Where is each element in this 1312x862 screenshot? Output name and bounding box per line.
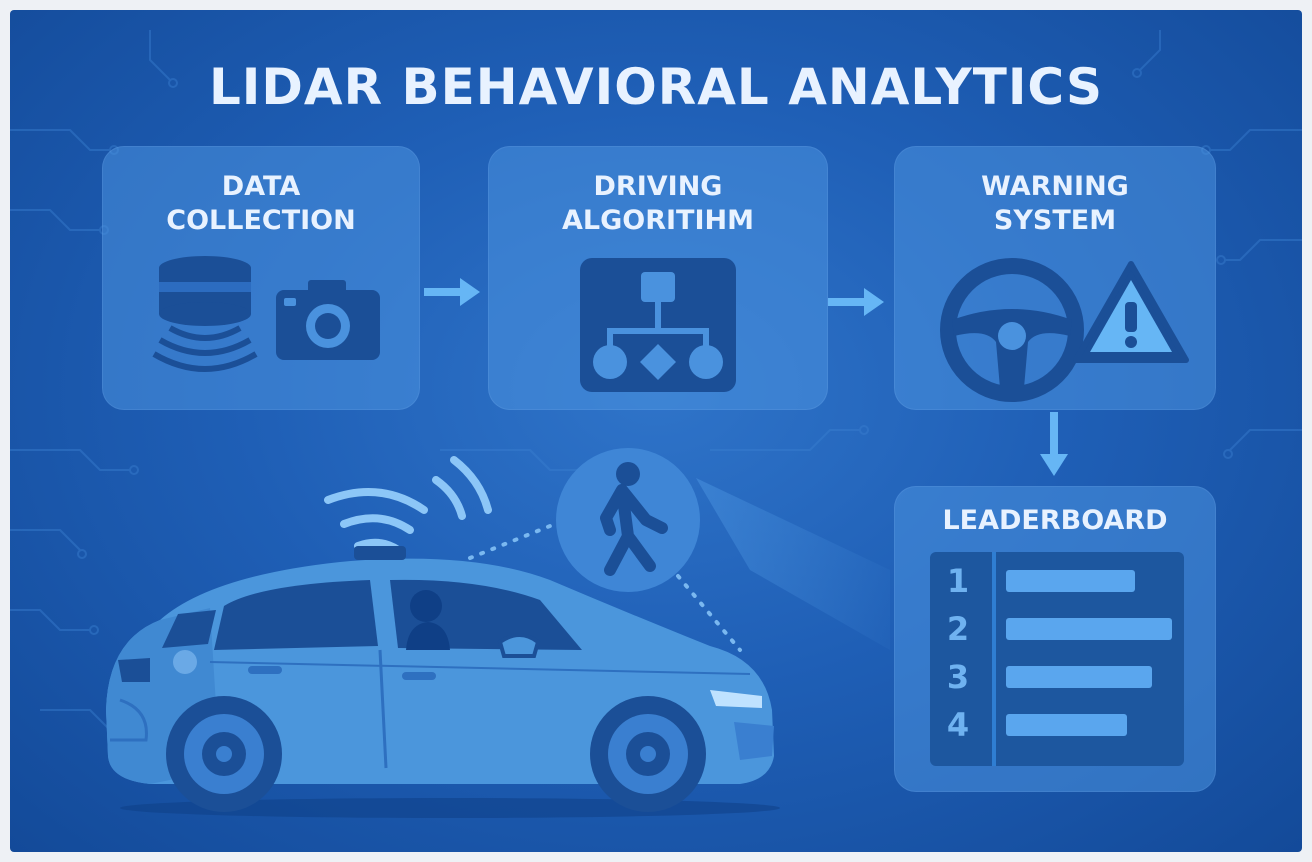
- leaderboard-rank: 2: [946, 610, 970, 648]
- page-title: LIDAR BEHAVIORAL ANALYTICS: [208, 58, 1104, 116]
- circuit-background: [10, 30, 1302, 739]
- flowchart-icon: [580, 258, 736, 392]
- leaderboard-bar: [1006, 570, 1135, 592]
- car-icon: [106, 546, 780, 818]
- arrow-down-icon: [1040, 412, 1068, 476]
- leaderboard-bar: [1006, 666, 1152, 688]
- leaderboard-bar: [1006, 714, 1127, 736]
- driving-algorithm-label: DRIVING ALGORITIHM: [562, 171, 754, 236]
- steering-wheel-icon: [940, 258, 1084, 402]
- data-collection-card: DATA COLLECTION: [102, 146, 420, 410]
- warning-system-label: WARNING SYSTEM: [981, 171, 1129, 236]
- arrow-right-icon: [424, 278, 480, 306]
- lidar-waves-icon: [324, 456, 492, 554]
- camera-icon: [276, 280, 380, 360]
- warning-system-card: WARNING SYSTEM: [894, 146, 1216, 410]
- leaderboard-card: LEADERBOARD 1 2 3 4: [894, 486, 1216, 792]
- driving-algorithm-card: DRIVING ALGORITIHM: [488, 146, 828, 410]
- leaderboard-divider: [992, 552, 996, 766]
- pedestrian-icon: [556, 448, 700, 592]
- infographic-frame: LIDAR BEHAVIORAL ANALYTICS DATA COLLECTI…: [10, 10, 1302, 852]
- arrow-right-icon: [828, 288, 884, 316]
- leaderboard-table: 1 2 3 4: [930, 552, 1184, 766]
- leaderboard-bar: [1006, 618, 1172, 640]
- leaderboard-label: LEADERBOARD: [942, 505, 1168, 536]
- leaderboard-rank: 1: [946, 562, 970, 600]
- leaderboard-rank: 3: [946, 658, 970, 696]
- leaderboard-rank: 4: [946, 706, 970, 744]
- driver-icon: [406, 590, 450, 650]
- lidar-sensor-icon: [152, 256, 258, 372]
- data-collection-label: DATA COLLECTION: [166, 171, 356, 236]
- scene-illustration: [106, 448, 890, 818]
- warning-triangle-icon: [1073, 261, 1189, 363]
